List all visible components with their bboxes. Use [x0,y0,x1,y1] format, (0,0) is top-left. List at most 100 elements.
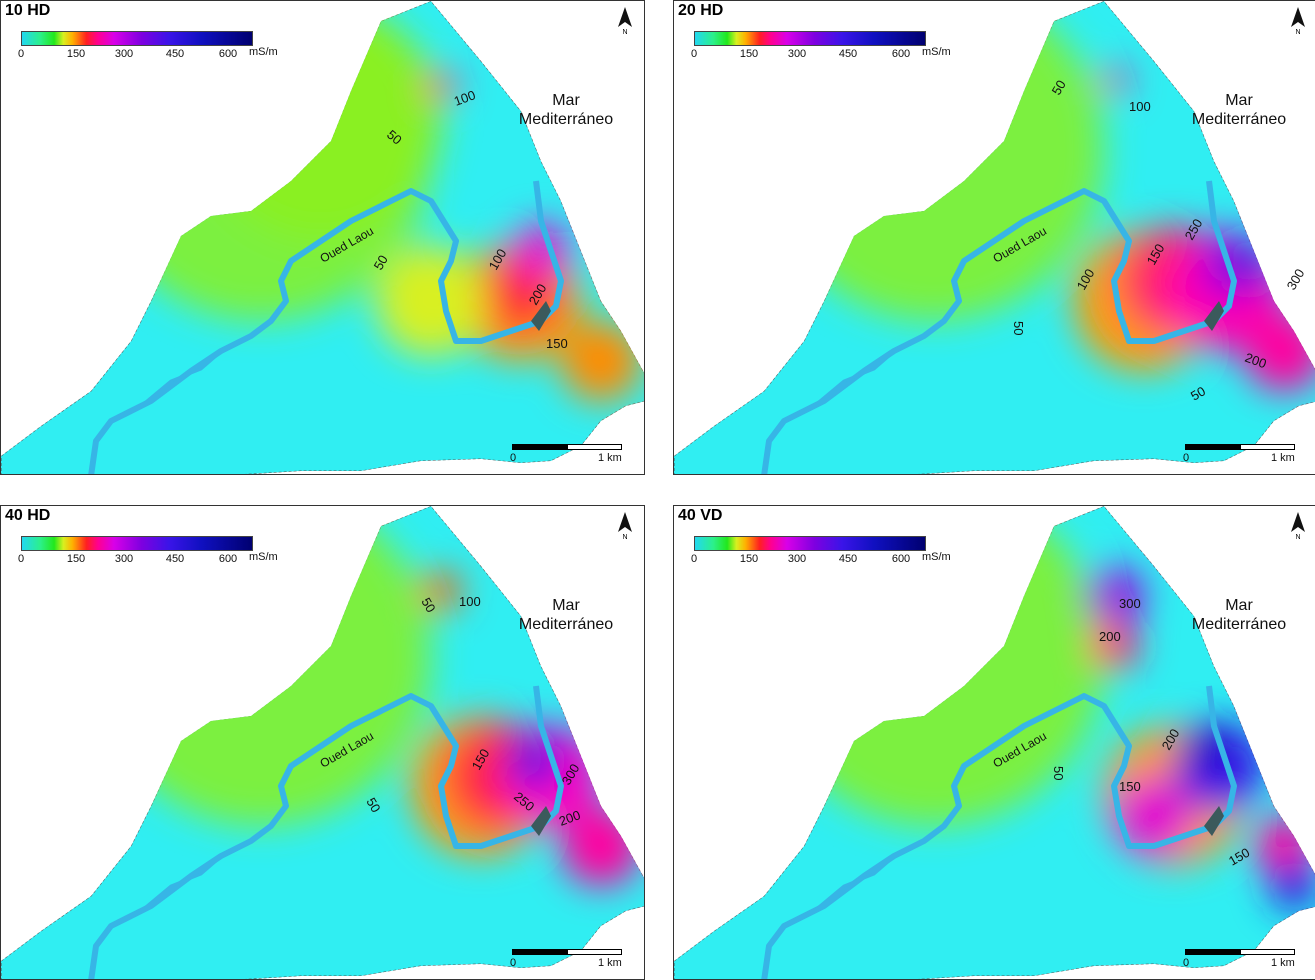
scale-bar: 0 1 km [1183,949,1295,971]
conductivity-zone [1269,861,1315,911]
legend-tick: 300 [114,48,134,60]
legend-colorbar [21,31,253,46]
scale-segment [1185,444,1240,450]
legend-tick: 0 [17,48,25,60]
color-legend: 0 150 300 450 600 mS/m [690,536,951,570]
legend-tick: 150 [739,48,759,60]
north-label: N [622,534,627,540]
scale-segment [1185,949,1240,955]
legend-tick: 300 [787,553,807,565]
scale-bar: 0 1 km [510,949,622,971]
contour-label: 50 [1049,77,1069,97]
conductivity-zone [1100,67,1128,95]
contour-label: 200 [557,807,583,829]
scale-start: 0 [1183,957,1190,969]
panel-title: 40 VD [678,507,723,524]
sea-label-line1: Mar [1225,597,1253,614]
north-label: N [1295,29,1300,35]
scale-segment [567,949,622,955]
scale-bar: 0 1 km [510,444,622,466]
legend-tick: 450 [165,48,185,60]
conductivity-zone [1084,566,1144,626]
map-panel: Oued Laou 50 100 150 250 300 100 50 200 50 20 HD… [673,0,1315,475]
sea-label-line2: Mediterráneo [518,111,614,128]
panel-title: 20 HD [678,2,724,19]
scale-start: 0 [510,957,517,969]
river-branch [813,859,890,913]
contour-label: 50 [1051,766,1066,780]
scale-segment [567,444,622,450]
contour-label: 50 [418,595,438,615]
sea-label-line1: Mar [552,92,580,109]
scale-bar: 0 1 km [1183,444,1295,466]
contour-label: 300 [1284,266,1308,292]
north-label: N [622,29,627,35]
conductivity-zone [376,246,486,356]
panel-title: 40 HD [5,507,51,524]
legend-tick: 450 [165,553,185,565]
conductivity-zone [1114,776,1194,856]
scale-start: 0 [1183,452,1190,464]
sea-label-line2: Mediterráneo [518,616,614,633]
legend-tick: 150 [66,553,86,565]
lagoon [1204,806,1224,836]
north-arrow-icon: N [1291,512,1305,540]
north-arrow-icon: N [618,512,632,540]
legend-tick: 300 [114,553,134,565]
contour-label: 300 [1119,596,1141,611]
contour-label: 200 [1243,350,1269,372]
scale-start: 0 [510,452,517,464]
contour-label: 100 [459,594,481,609]
legend-tick: 0 [690,553,698,565]
sea-label: Mar Mediterráneo [501,596,631,634]
legend-unit: mS/m [922,46,951,58]
sea-label-line2: Mediterráneo [1191,616,1287,633]
sea-label-line2: Mediterráneo [1191,111,1287,128]
sea-label: Mar Mediterráneo [1174,91,1304,129]
legend-unit: mS/m [249,46,278,58]
lagoon [1204,301,1224,331]
lagoon [531,806,551,836]
color-legend: 0 150 300 450 600 mS/m [17,536,278,570]
legend-tick: 450 [838,48,858,60]
north-arrow-icon: N [1291,7,1305,35]
conductivity-zone [561,321,641,401]
contour-label: 150 [546,336,568,351]
conductivity-zone [1089,621,1139,671]
map-panel: Oued Laou 200 300 50 200 150 150 40 VD 0 150 … [673,505,1315,980]
legend-tick: 600 [891,48,911,60]
legend-unit: mS/m [922,551,951,563]
contour-label: 50 [363,795,383,815]
sea-label: Mar Mediterráneo [501,91,631,129]
scale-segment [1240,949,1295,955]
sea-label-line1: Mar [1225,92,1253,109]
map-panel: Oued Laou 100 50 50 100 200 150 10 HD 0 150 3… [0,0,645,475]
river-branch [140,859,217,913]
contour-label: 50 [371,252,391,272]
scale-end: 1 km [1271,957,1295,969]
conductivity-zone [513,743,549,779]
north-label: N [1295,534,1300,540]
river-branch [813,354,890,408]
conductivity-zone [425,70,457,102]
legend-tick: 300 [787,48,807,60]
contour-label: 50 [1188,383,1208,403]
legend-tick: 150 [739,553,759,565]
scale-segment [512,444,567,450]
legend-tick: 0 [690,48,698,60]
scale-end: 1 km [598,452,622,464]
contour-label: 100 [452,87,478,109]
color-legend: 0 150 300 450 600 mS/m [17,31,278,65]
legend-tick: 600 [891,553,911,565]
legend-tick: 0 [17,553,25,565]
legend-colorbar [21,536,253,551]
sea-label-line1: Mar [552,597,580,614]
panel-title: 10 HD [5,2,51,19]
legend-tick: 600 [218,553,238,565]
map-panel: Oued Laou 50 100 150 50 250 300 200 40 HD 0 15… [0,505,645,980]
legend-tick: 150 [66,48,86,60]
